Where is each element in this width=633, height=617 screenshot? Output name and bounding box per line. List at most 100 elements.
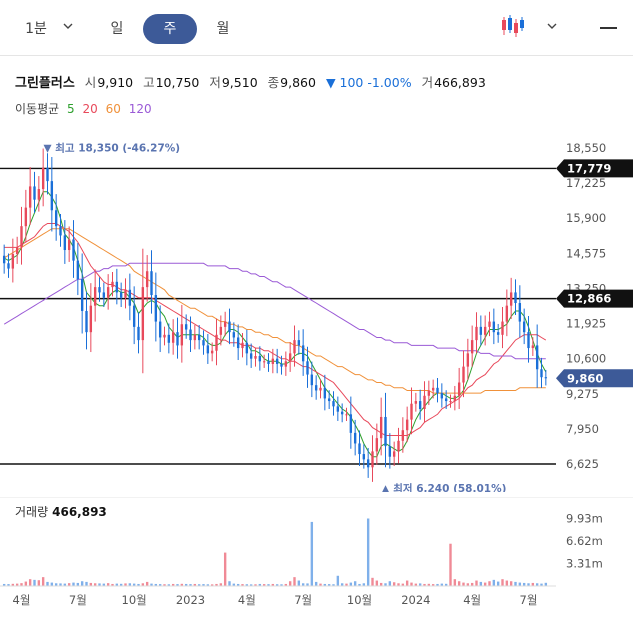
candle-body [327, 398, 331, 402]
volume-bar [362, 583, 366, 586]
candle-body [345, 414, 348, 416]
candle [371, 435, 374, 482]
candle [171, 319, 175, 355]
change-value: ▼ 100 -1.00% [325, 75, 412, 90]
ma120-line [3, 262, 546, 360]
candle [11, 238, 15, 283]
extreme-annotation: ▼ 최고 18,350 (-46.27%) [44, 141, 181, 154]
close-label: 종 [267, 75, 280, 90]
candle-body [314, 385, 318, 391]
candle-body [505, 305, 509, 322]
candle-body [137, 326, 140, 341]
candle-body [379, 416, 383, 439]
candle [414, 392, 418, 412]
candle-body [332, 401, 335, 407]
candle-body [132, 305, 136, 327]
volume-bar [540, 583, 543, 586]
y-tick-label: 10,600 [566, 352, 606, 366]
volume-bar [236, 583, 240, 586]
volume-bar [410, 582, 413, 586]
volume-bar [124, 583, 127, 586]
candle-body [397, 440, 400, 452]
candle [98, 277, 101, 302]
candle [262, 354, 266, 368]
candle [119, 282, 123, 307]
chevron-down-icon[interactable] [546, 20, 558, 32]
volume-bar [54, 583, 58, 586]
candle-body [475, 326, 478, 341]
volume-bar [284, 583, 288, 586]
candle-body [11, 253, 15, 269]
price-chart[interactable]: 18,55017,22515,90014,57513,25011,92510,6… [0, 130, 633, 492]
candle [150, 250, 153, 314]
candle-body [483, 326, 487, 335]
candle-body [80, 279, 84, 311]
candle-body [323, 387, 327, 399]
volume-bar [93, 583, 97, 586]
reference-price-label: 17,779 [567, 161, 611, 175]
candle [219, 315, 223, 346]
volume-bar [111, 583, 114, 586]
x-tick-label: 7월 [294, 593, 312, 607]
extreme-annotation: ▲ 최저 6,240 (58.01%) [382, 482, 507, 492]
volume-bar [527, 583, 530, 586]
volume-panel-label: 거래량 466,893 [15, 503, 107, 520]
volume-bar [353, 581, 357, 586]
volume-bar [496, 581, 500, 586]
candle-body [145, 271, 149, 288]
candle [245, 329, 249, 366]
period-week-button[interactable]: 주 [143, 14, 197, 44]
candle-body [158, 321, 162, 338]
volume-y-tick-label: 9.93m [566, 511, 603, 525]
period-1min-button[interactable]: 1분 [25, 21, 47, 37]
high-value: 10,750 [155, 75, 200, 90]
candle-body [106, 287, 110, 298]
candle-body [154, 295, 158, 322]
volume-bar [7, 584, 10, 586]
candle-body [310, 374, 314, 386]
volume-bar [262, 584, 266, 586]
moving-average-legend: 이동평균 5 20 60 120 [15, 100, 156, 117]
volume-bar [349, 582, 353, 586]
candle-body [67, 239, 71, 251]
candle [236, 324, 240, 360]
candle [63, 220, 67, 264]
candle-body [496, 332, 500, 335]
candle-body [2, 255, 6, 264]
volume-bar [28, 579, 32, 586]
candle [423, 381, 426, 423]
current-price-tag [556, 369, 633, 388]
menu-icon[interactable] [600, 27, 617, 29]
x-tick-label: 4월 [463, 593, 481, 607]
candle [366, 447, 370, 478]
volume-bar [332, 584, 335, 586]
candle-body [76, 260, 80, 280]
volume-bar [492, 579, 496, 586]
volume-bar [119, 583, 123, 586]
candle [431, 379, 435, 399]
candle-body [184, 324, 188, 330]
candle-body [193, 334, 197, 341]
y-tick-label: 7,950 [566, 422, 599, 436]
candle-body [423, 395, 426, 410]
candle-body [488, 321, 491, 327]
period-day-button[interactable]: 일 [110, 21, 124, 37]
high-label: 고 [143, 75, 155, 90]
candle-body [254, 356, 257, 359]
candle-body [115, 281, 119, 293]
period-month-button[interactable]: 월 [216, 21, 230, 37]
candle-body [46, 167, 49, 182]
volume-chart[interactable]: 9.93m 6.62m 3.31m 4월 7월 10월 2023 4월 7월 10월 2024 4월 7… [0, 497, 633, 617]
candle-body [388, 446, 392, 457]
volume-bar [397, 583, 400, 586]
candle-body [167, 334, 171, 343]
chevron-down-icon[interactable] [62, 20, 74, 32]
candle-body [284, 361, 288, 367]
candlestick-icon[interactable] [501, 14, 527, 38]
candle [193, 325, 197, 350]
candle [340, 403, 344, 423]
open-value: 9,910 [97, 75, 134, 90]
candle-body [293, 340, 296, 354]
volume-bar [288, 581, 292, 586]
candle-body [518, 303, 522, 322]
